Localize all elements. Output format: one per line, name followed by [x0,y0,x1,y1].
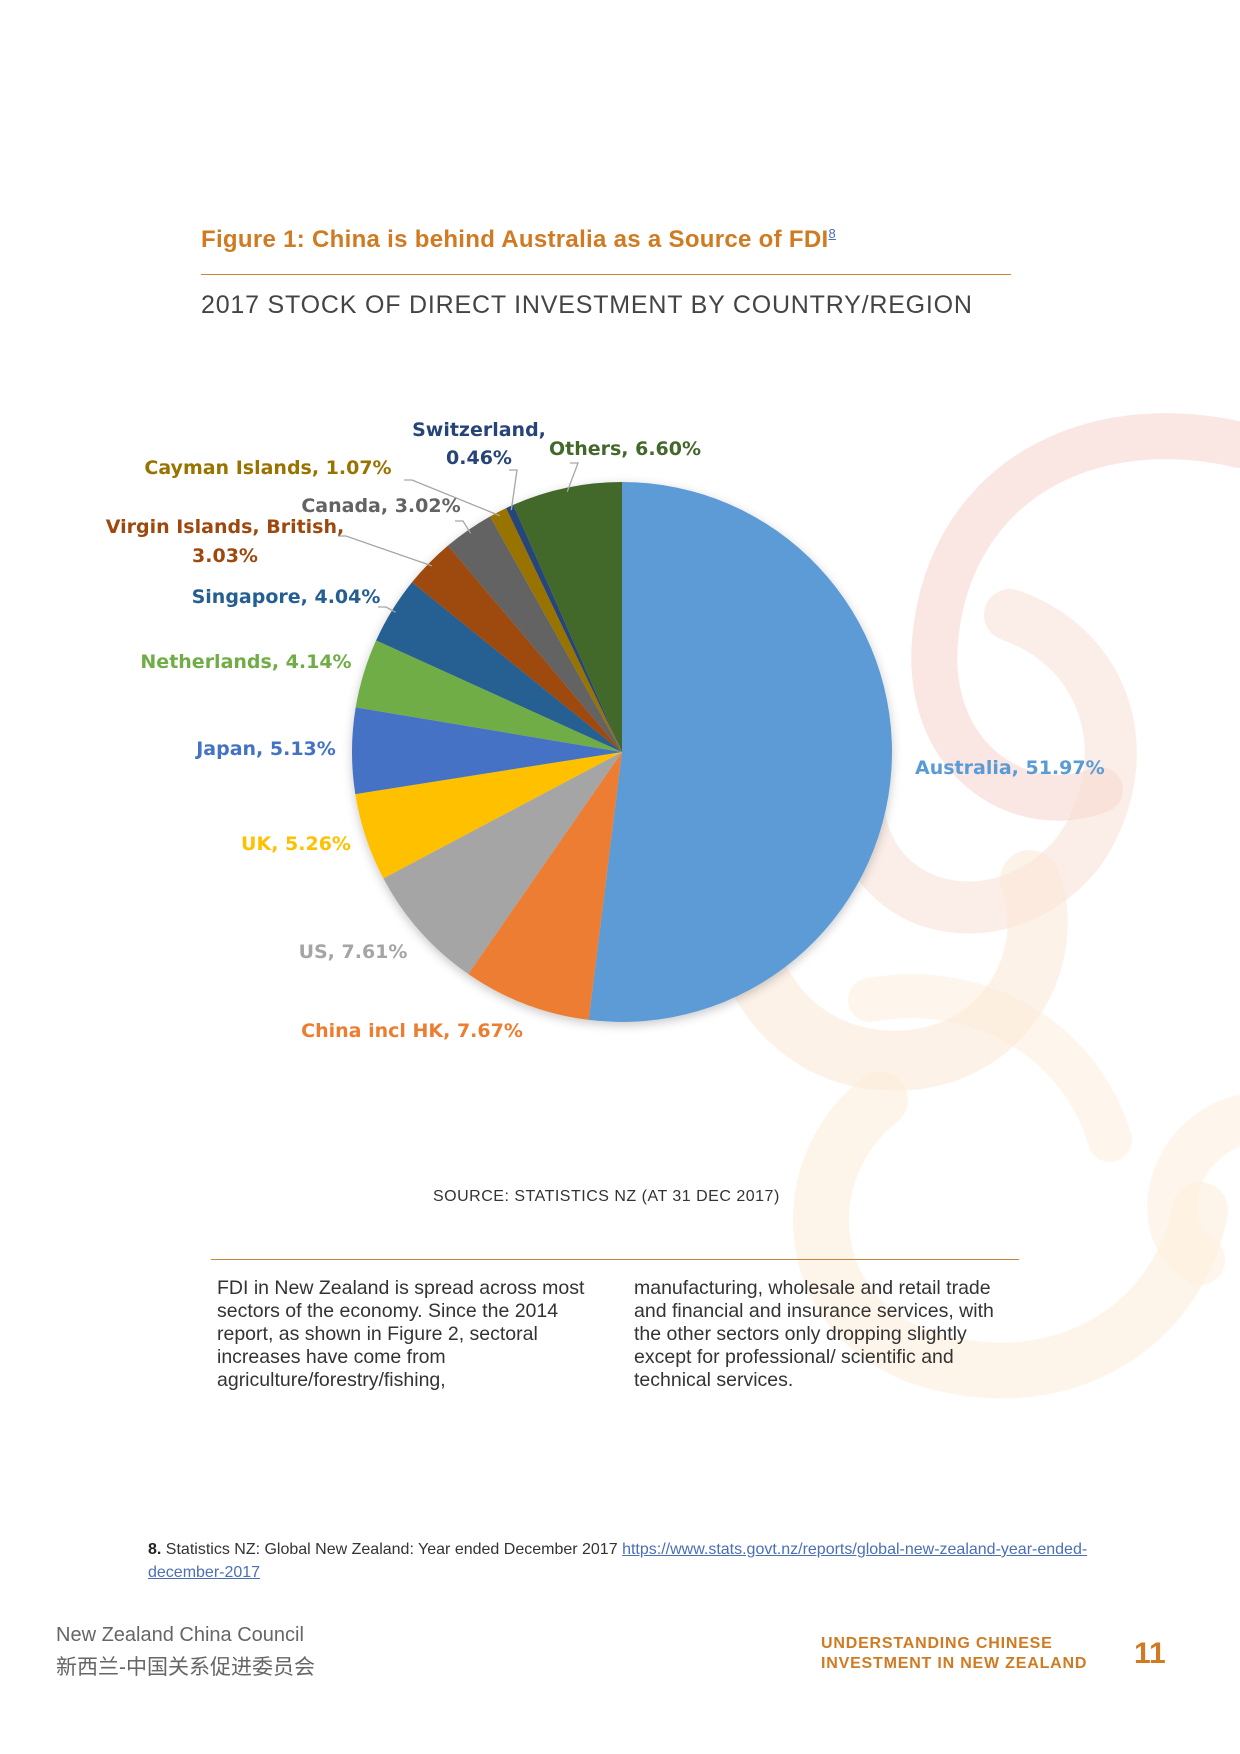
footnote-text: Statistics NZ: Global New Zealand: Year … [165,1541,618,1558]
leader-line-others [566,462,579,492]
leader-line-singapore [378,606,396,613]
slice-label-cayman-islands: Cayman Islands, 1.07% [144,457,391,479]
figure-subtitle: 2017 STOCK OF DIRECT INVESTMENT BY COUNT… [201,291,973,319]
leader-line-cayman-islands [404,479,501,517]
body-text-column-2: manufacturing, wholesale and retail trad… [634,1277,994,1391]
report-title: UNDERSTANDING CHINESE INVESTMENT IN NEW … [821,1635,1088,1672]
leader-line-canada [455,520,472,534]
leader-line-virgin-islands-british [338,535,433,567]
footnote-ref-link[interactable]: 8 [828,226,836,241]
slice-label-australia: Australia, 51.97% [915,757,1105,779]
figure-title-text: Figure 1: China is behind Australia as a… [201,226,829,253]
pie-slice-cayman-islands [489,508,622,752]
organization-name-english: New Zealand China Council [56,1624,304,1646]
organization-name-chinese: 新西兰-中国关系促进委员会 [56,1656,315,1679]
slice-label-us: US, 7.61% [299,941,408,963]
pie-slice-australia [588,482,892,1022]
slice-label-switzerland: Switzerland, 0.46% [412,419,546,469]
footnote-link[interactable]: https://www.stats.govt.nz/reports/global… [148,1541,1088,1581]
slice-label-singapore: Singapore, 4.04% [192,586,381,608]
slice-label-others: Others, 6.60% [549,438,701,460]
pie-slice-uk [355,752,622,879]
pie-slice-china-incl-hk [468,752,622,1020]
slice-label-virgin-islands-british: Virgin Islands, British, 3.03% [106,516,345,567]
page-number: 11 [1134,1637,1166,1670]
slice-label-uk: UK, 5.26% [241,833,351,855]
slice-label-canada: Canada, 3.02% [301,495,460,517]
chart-source: SOURCE: STATISTICS NZ (AT 31 DEC 2017) [433,1188,780,1205]
slice-label-japan: Japan, 5.13% [194,738,336,760]
pie-slice-netherlands [355,640,622,752]
pie-slice-us [383,752,622,974]
pie-slice-canada [447,516,622,752]
body-divider [211,1259,1019,1260]
leader-line-switzerland [509,469,518,511]
pie-slice-switzerland [506,504,622,752]
footnote: 8. Statistics NZ: Global New Zealand: Ye… [148,1538,1098,1584]
slice-label-netherlands: Netherlands, 4.14% [140,651,351,673]
body-text-column-1: FDI in New Zealand is spread across most… [217,1277,585,1391]
pie-slice-others [513,482,622,752]
pie-slice-japan [352,707,622,795]
footnote-number: 8. [148,1541,162,1558]
title-divider [201,274,1011,275]
figure-title: Figure 1: China is behind Australia as a… [201,226,836,254]
slice-label-china-incl-hk: China incl HK, 7.67% [301,1020,523,1042]
pie-slice-virgin-islands-british [412,545,622,752]
pie-slice-singapore [376,582,622,752]
